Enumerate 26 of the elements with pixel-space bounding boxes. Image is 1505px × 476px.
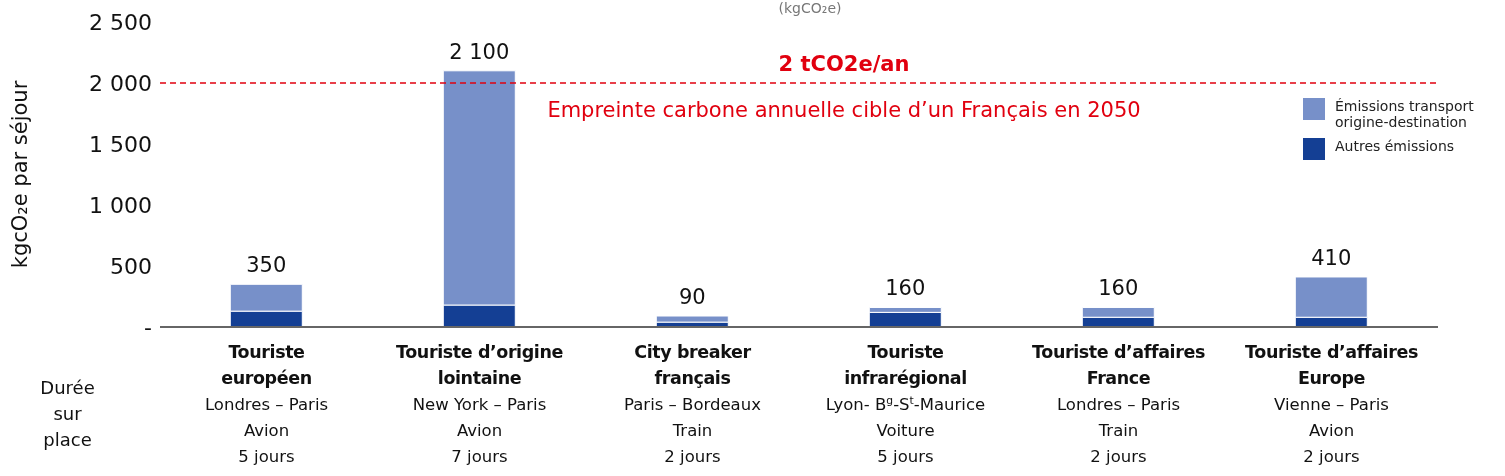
total-label: 90 (678, 285, 706, 310)
x-tick-label: Touriste d’origine lointaine New York – Paris Avion 7 jours (396, 342, 564, 466)
x-tick-label: Touriste d’affaires France Londres – Paris Train 2 jours (1032, 342, 1205, 466)
total-label: 350 (246, 253, 287, 278)
legend-label: Autres émissions (1335, 138, 1455, 154)
y-tick-label: 1 000 (89, 192, 152, 218)
legend-label: Émissions transport origine-destination (1335, 98, 1475, 130)
y-axis-title: kgcO₂e par séjour (8, 80, 33, 269)
y-tick-label: - (144, 314, 152, 340)
total-label: 2 100 (449, 39, 510, 64)
y-tick-label: 1 500 (89, 131, 152, 157)
chart-title: (kgCO₂e) (777, 0, 843, 16)
text: Durée sur place (39, 376, 96, 452)
category-label: Touriste infrarégional Lyon- B$^{g}$-S$^{t}$-Maurice Voiture 5 jours (825, 342, 986, 466)
total-label: 160 (1098, 276, 1139, 301)
x-tick-label: Touriste européen Londres – Paris Avion 5 jours (204, 342, 329, 466)
y-tick-label: 500 (110, 253, 152, 279)
bar (655, 315, 729, 323)
x-tick-label: City breaker français Paris – Bordeaux Train 2 jours (624, 342, 762, 466)
y-tick-label: 2 500 (89, 9, 152, 35)
total-label: 160 (885, 276, 926, 301)
total-label: 410 (1311, 245, 1352, 270)
ref-line-label: 2 tCO2e/an (778, 52, 910, 76)
x-tick-label: Touriste d’affaires Europe Vienne – Paris Avion 2 jours (1245, 342, 1418, 466)
annotation: Empreinte carbone annuelle cible d’un Français en 2050 (547, 98, 1141, 122)
y-tick-label: 2 000 (89, 70, 152, 96)
